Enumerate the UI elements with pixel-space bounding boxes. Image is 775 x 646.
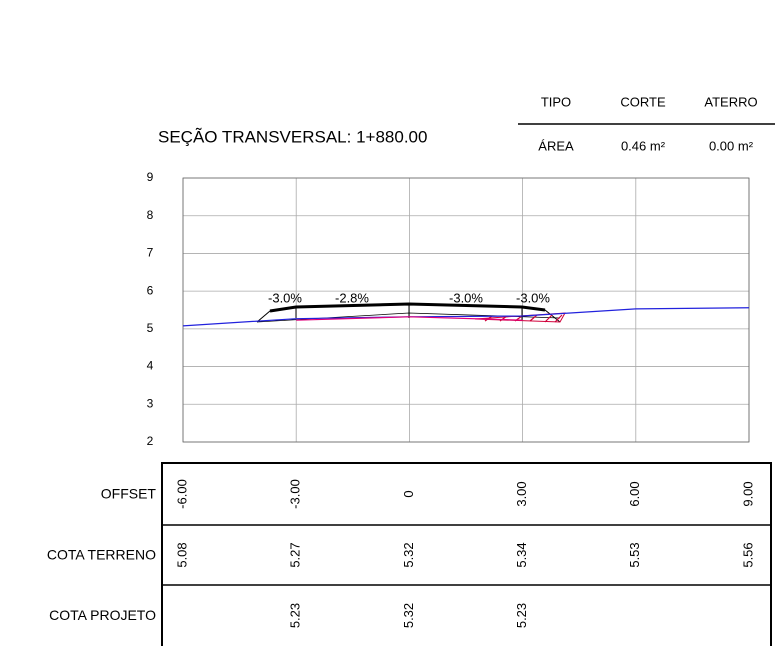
cell-value: 5.34 (514, 542, 529, 567)
cell-value: 9.00 (740, 481, 755, 506)
y-tick-label: 5 (147, 321, 154, 335)
y-tick-label: 8 (147, 208, 154, 222)
y-tick-label: 7 (147, 246, 154, 260)
header-cell: 0.00 m² (709, 138, 754, 153)
row-label: COTA TERRENO (47, 547, 156, 563)
table-frame (161, 462, 772, 646)
header-cell: TIPO (541, 94, 571, 109)
cell-value: 5.56 (740, 542, 755, 567)
cell-value: 5.23 (288, 603, 303, 628)
header-cell: ÁREA (538, 138, 574, 153)
title: SEÇÃO TRANSVERSAL: 1+880.00 (158, 127, 427, 146)
cell-value: 5.32 (401, 603, 416, 628)
header-cell: ATERRO (704, 94, 757, 109)
cell-value: 5.23 (514, 603, 529, 628)
cell-value: 6.00 (627, 481, 642, 506)
terrain-line (182, 307, 750, 327)
row-label: OFFSET (101, 486, 157, 502)
plot-frame (182, 177, 750, 443)
slope-label: -3.0% (268, 290, 302, 305)
cell-value: 5.32 (401, 542, 416, 567)
y-tick-label: 6 (147, 283, 154, 297)
row-label: COTA PROJETO (49, 607, 156, 623)
cell-value: 5.08 (174, 542, 189, 567)
y-tick-label: 3 (147, 396, 154, 410)
cell-value: -3.00 (288, 479, 303, 509)
cell-value: -6.00 (174, 479, 189, 509)
y-tick-label: 4 (147, 359, 154, 373)
cell-value: 5.53 (627, 542, 642, 567)
cell-value: 3.00 (514, 481, 529, 506)
header-cell: CORTE (620, 94, 666, 109)
project-line (296, 316, 523, 321)
y-tick-label: 9 (147, 170, 154, 184)
cell-value: 0 (401, 490, 416, 497)
slope-label: -2.8% (335, 290, 369, 305)
y-tick-label: 2 (147, 434, 154, 448)
header-cell: 0.46 m² (621, 138, 666, 153)
road-surface (269, 302, 546, 313)
slope-label: -3.0% (449, 290, 483, 305)
cell-value: 5.27 (288, 542, 303, 567)
cut-hatch (484, 314, 563, 323)
slope-label: -3.0% (516, 290, 550, 305)
